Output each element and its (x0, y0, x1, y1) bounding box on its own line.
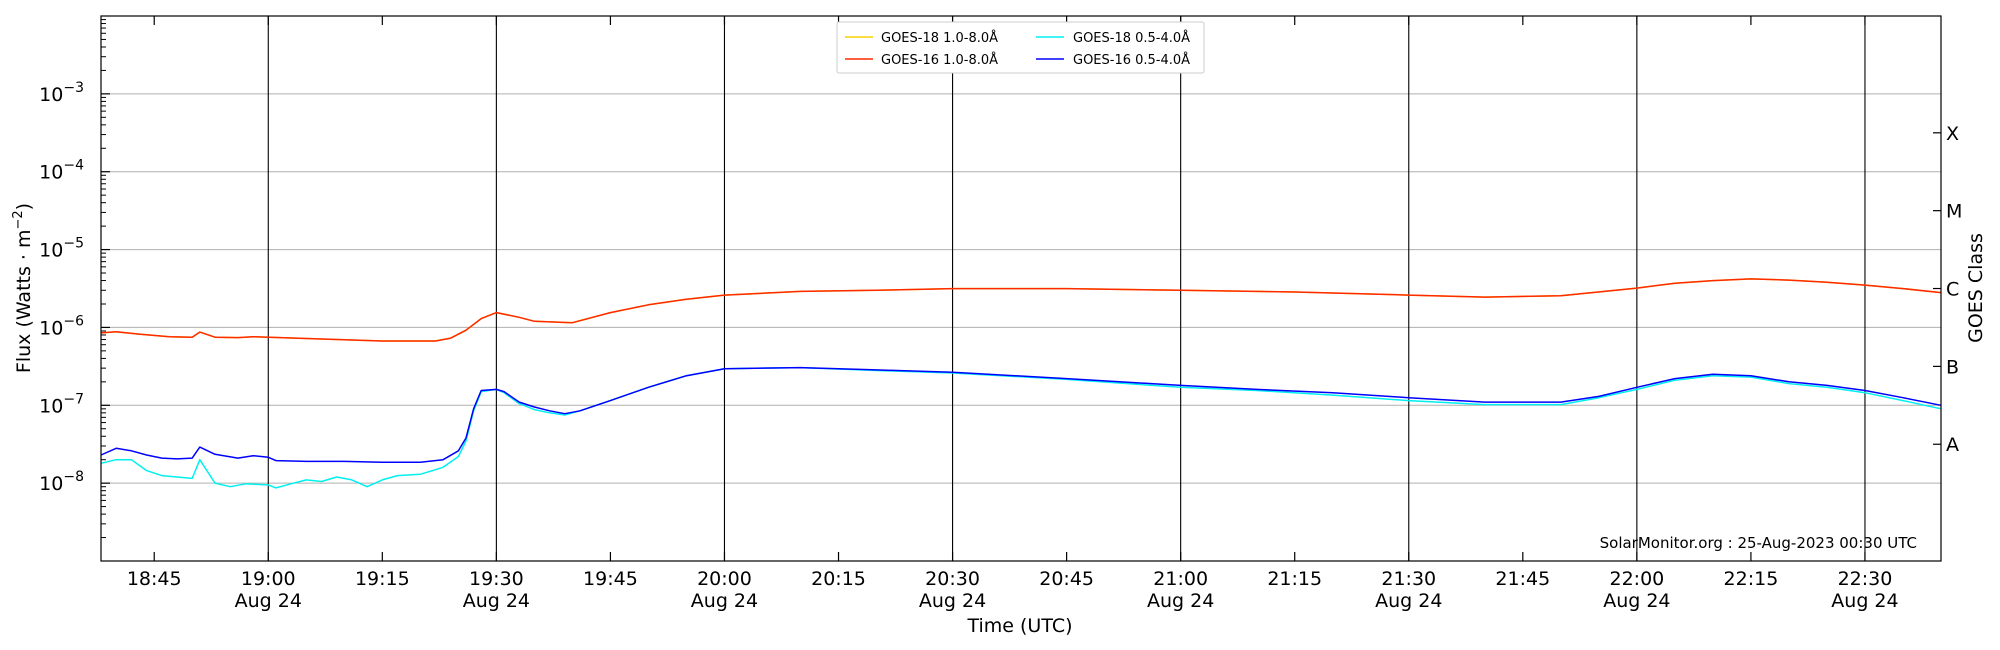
x-tick-label-15: 22:30 (1838, 568, 1893, 590)
x-tick-label-14: 22:15 (1724, 568, 1779, 590)
y-tick-label-base: 10 (39, 395, 63, 417)
goes-class-label-1: B (1946, 356, 1959, 378)
legend: GOES-18 1.0-8.0Å GOES-16 1.0-8.0Å GOES-1… (836, 21, 1205, 74)
y-tick-label-1: 10−7 (39, 391, 84, 417)
x-tick-label-4: 19:45 (583, 568, 638, 590)
y-tick-label-4: 10−4 (39, 158, 84, 184)
y-axis-label-close: ) (13, 203, 35, 210)
y-tick-label-exponent: −6 (63, 313, 84, 329)
y-ticks-layer: 10−810−710−610−510−410−3 (39, 19, 110, 539)
y-tick-label-base: 10 (39, 473, 63, 495)
x-tick-label-2: 19:15 (355, 568, 410, 590)
y-tick-label-exponent: −7 (63, 391, 84, 407)
series-line-2 (100, 366, 1942, 489)
x-tick-label-5: 20:00 (697, 568, 752, 590)
y-tick-label-exponent: −3 (63, 80, 84, 96)
x-tick-date-3: Aug 24 (463, 590, 530, 612)
x-tick-date-15: Aug 24 (1831, 590, 1898, 612)
grid-layer (101, 93, 1941, 484)
goes-class-layer: A B C M X (1933, 123, 1962, 456)
x-tick-date-13: Aug 24 (1603, 590, 1670, 612)
x-tick-label-10: 21:15 (1267, 568, 1322, 590)
y-tick-label-0: 10−8 (39, 469, 84, 495)
x-axis-label: Time (UTC) (966, 615, 1072, 637)
goes-class-label-3: M (1946, 201, 1962, 223)
y-tick-label-base: 10 (39, 84, 63, 106)
legend-label-goes18-short: GOES-18 0.5-4.0Å (1073, 30, 1190, 46)
y-tick-label-3: 10−5 (39, 236, 84, 262)
legend-box (836, 21, 1205, 74)
x-tick-date-11: Aug 24 (1375, 590, 1442, 612)
goes-class-label-0: A (1946, 434, 1959, 456)
y-tick-label-base: 10 (39, 240, 63, 262)
goes-class-label-2: C (1946, 279, 1959, 301)
y-tick-label-2: 10−6 (39, 313, 84, 339)
y-axis-label-main: Flux (Watts · m (13, 230, 35, 374)
x-tick-date-1: Aug 24 (235, 590, 302, 612)
x-tick-label-3: 19:30 (469, 568, 524, 590)
x-tick-label-8: 20:45 (1039, 568, 1094, 590)
x-tick-date-7: Aug 24 (919, 590, 986, 612)
y-tick-label-exponent: −8 (63, 469, 84, 485)
y-tick-label-exponent: −5 (63, 236, 84, 252)
source-annotation: SolarMonitor.org : 25-Aug-2023 00:30 UTC (1600, 534, 1917, 552)
y-tick-label-base: 10 (39, 317, 63, 339)
series-line-1 (100, 278, 1942, 342)
y-axis-label-exponent: −2 (11, 210, 26, 229)
series-layer (100, 278, 1942, 489)
x-tick-label-13: 22:00 (1609, 568, 1664, 590)
x-tick-date-5: Aug 24 (691, 590, 758, 612)
y-tick-label-base: 10 (39, 162, 63, 184)
x-tick-label-1: 19:00 (241, 568, 296, 590)
legend-label-goes18-long: GOES-18 1.0-8.0Å (881, 30, 998, 46)
goes-class-label-4: X (1946, 123, 1959, 145)
series-line-3 (100, 366, 1942, 464)
x-tick-date-9: Aug 24 (1147, 590, 1214, 612)
x-tick-label-6: 20:15 (811, 568, 866, 590)
x-tick-label-0: 18:45 (127, 568, 182, 590)
goes-class-axis-label: GOES Class (1965, 233, 1987, 343)
y-axis-label: Flux (Watts · m−2) (11, 203, 35, 373)
x-tick-label-9: 21:00 (1153, 568, 1208, 590)
legend-label-goes16-long: GOES-16 1.0-8.0Å (881, 52, 998, 68)
legend-label-goes16-short: GOES-16 0.5-4.0Å (1073, 52, 1190, 68)
x-tick-label-7: 20:30 (925, 568, 980, 590)
x-tick-label-11: 21:30 (1381, 568, 1436, 590)
y-tick-label-exponent: −4 (63, 158, 84, 174)
x-tick-label-12: 21:45 (1495, 568, 1550, 590)
y-tick-label-5: 10−3 (39, 80, 84, 106)
